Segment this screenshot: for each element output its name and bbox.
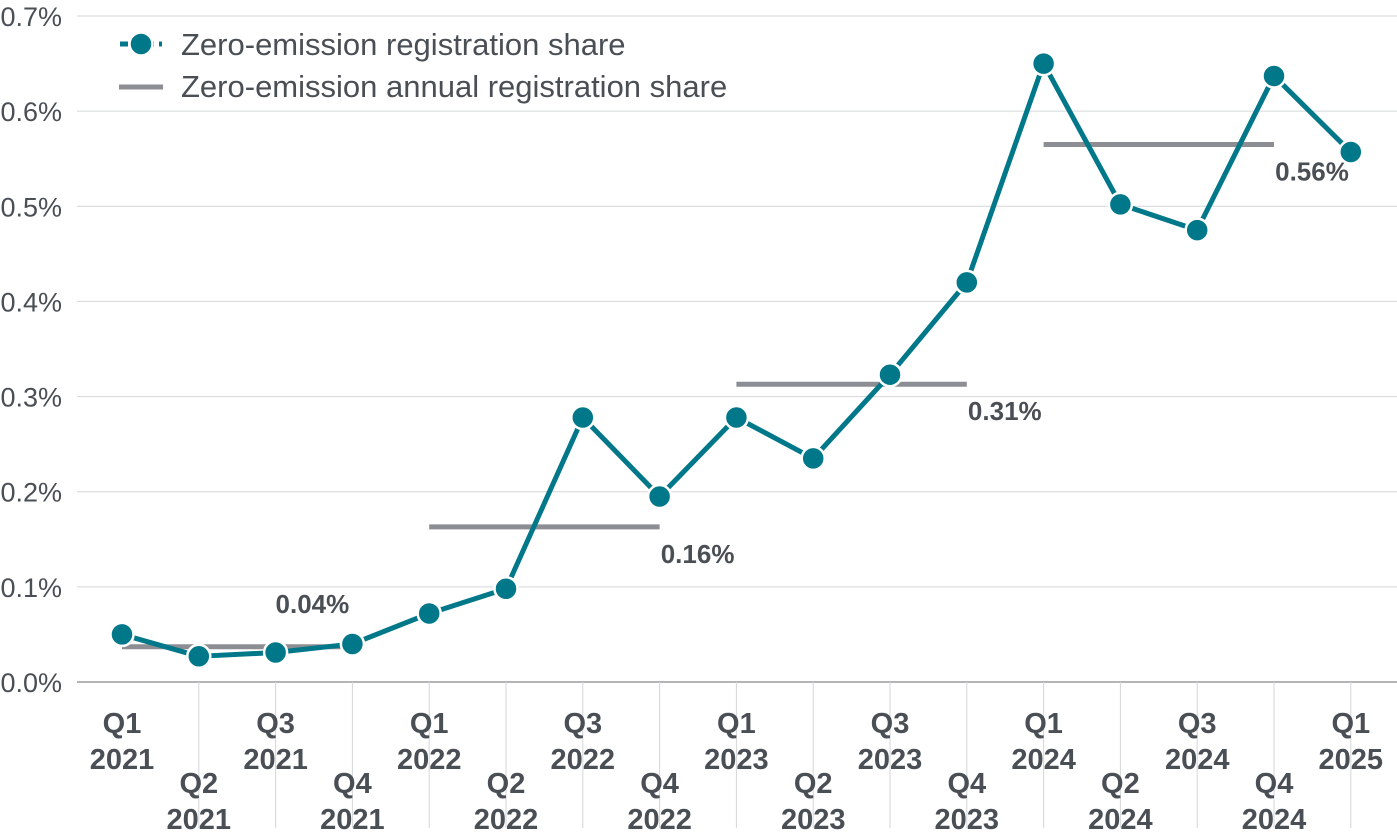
quarterly-share-point: [723, 404, 750, 431]
quarterly-share-point: [1107, 191, 1134, 218]
y-tick-label: 0.5%: [0, 192, 62, 222]
quarterly-share-point: [954, 269, 980, 296]
x-tick-year: 2022: [397, 744, 462, 776]
x-tick-quarter: Q2: [794, 768, 833, 800]
quarterly-share-point: [1184, 217, 1210, 243]
x-tick-quarter: Q4: [333, 768, 372, 800]
quarterly-share-point: [109, 621, 135, 648]
annual-share-label: 0.31%: [968, 396, 1042, 426]
legend: Zero-emission registration share Zero-emi…: [119, 27, 727, 104]
annual-share-label: 0.04%: [276, 589, 350, 619]
legend-quarterly-marker-icon: [128, 31, 154, 57]
quarterly-share-line: [121, 61, 1353, 659]
x-tick-quarter: Q3: [1178, 708, 1217, 740]
quarterly-share-point: [1338, 139, 1364, 165]
quarterly-share-point: [1261, 63, 1287, 89]
x-tick-year: 2021: [320, 804, 385, 836]
x-tick-quarter: Q4: [640, 768, 679, 800]
y-tick-label: 0.6%: [0, 97, 62, 127]
x-tick-year: 2021: [243, 744, 308, 776]
annual-share-label: 0.56%: [1275, 156, 1349, 186]
x-tick-year: 2021: [167, 804, 232, 836]
x-tick-year: 2023: [781, 804, 846, 836]
legend-annual-label: Zero-emission annual registration share: [181, 69, 727, 104]
x-tick-quarter: Q3: [871, 708, 910, 740]
quarterly-share-point: [877, 361, 903, 388]
x-tick-year: 2022: [474, 804, 539, 836]
legend-quarterly-label: Zero-emission registration share: [181, 27, 626, 62]
x-tick-year: 2023: [704, 744, 769, 776]
y-tick-label: 0.4%: [0, 287, 62, 317]
annual-share-label: 0.16%: [661, 539, 735, 569]
y-axis-ticks: 0.0% 0.1% 0.2% 0.3% 0.4% 0.5% 0.6% 0.7%: [0, 2, 62, 698]
x-tick-year: 2022: [627, 804, 692, 836]
x-tick-quarter: Q1: [1331, 708, 1370, 740]
quarterly-share-point: [570, 404, 596, 431]
y-tick-label: 0.0%: [0, 668, 62, 698]
quarterly-share-point: [493, 576, 519, 602]
x-tick-year: 2024: [1242, 804, 1307, 836]
x-tick-year: 2023: [935, 804, 1000, 836]
x-tick-year: 2023: [858, 744, 923, 776]
quarterly-share-point: [339, 631, 366, 657]
x-tick-year: 2024: [1165, 744, 1230, 776]
quarterly-share-point: [800, 445, 826, 472]
x-tick-quarter: Q4: [1255, 768, 1294, 800]
quarterly-share-point: [416, 600, 442, 627]
quarterly-share-point: [646, 483, 673, 510]
x-tick-quarter: Q2: [179, 768, 218, 800]
x-tick-year: 2022: [551, 744, 616, 776]
x-tick-quarter: Q4: [947, 768, 986, 800]
quarterly-share-point: [262, 639, 289, 666]
x-tick-quarter: Q3: [256, 708, 295, 740]
x-tick-quarter: Q1: [1024, 708, 1063, 740]
x-tick-quarter: Q2: [1101, 768, 1140, 800]
x-tick-quarter: Q2: [487, 768, 526, 800]
y-tick-label: 0.3%: [0, 383, 62, 413]
x-axis-ticks: Q1 2021 Q2 2021 Q3 2021 Q4 2021 Q1 2022 Q2 2022 Q3 20…: [90, 708, 1383, 836]
x-tick-quarter: Q3: [563, 708, 602, 740]
x-tick-quarter: Q1: [410, 708, 449, 740]
gridlines: [77, 15, 1397, 828]
y-tick-label: 0.2%: [0, 478, 62, 508]
x-tick-year: 2024: [1088, 804, 1153, 836]
y-tick-label: 0.7%: [0, 2, 62, 32]
y-tick-label: 0.1%: [0, 573, 62, 603]
x-tick-year: 2024: [1011, 744, 1076, 776]
quarterly-share-point: [186, 643, 212, 670]
x-tick-quarter: Q1: [717, 708, 756, 740]
x-tick-quarter: Q1: [103, 708, 142, 740]
x-tick-year: 2021: [90, 744, 155, 776]
quarterly-share-series: [109, 50, 1364, 670]
x-tick-year: 2025: [1319, 744, 1384, 776]
quarterly-share-point: [1030, 50, 1057, 77]
